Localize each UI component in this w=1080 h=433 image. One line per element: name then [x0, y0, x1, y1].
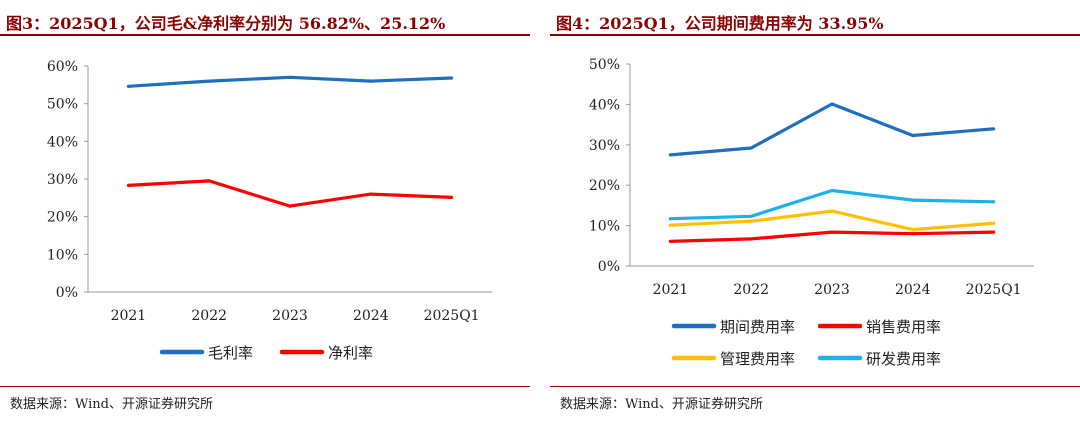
x-tick-label: 2022: [191, 308, 227, 324]
data-point: [830, 188, 834, 193]
y-tick-label: 10%: [589, 219, 620, 235]
data-point: [450, 195, 454, 199]
data-point: [450, 76, 454, 80]
legend-label: 毛利率: [208, 344, 253, 362]
x-tick-label: 2024: [353, 308, 389, 324]
y-tick-label: 60%: [47, 59, 78, 75]
source-divider: [0, 386, 530, 387]
data-point: [668, 217, 672, 221]
x-tick-label: 2023: [814, 282, 850, 298]
data-point: [369, 192, 373, 196]
chart-title: 图4：2025Q1，公司期间费用率为 33.95%: [556, 14, 884, 33]
x-tick-label: 2025Q1: [966, 282, 1022, 298]
data-point: [992, 127, 996, 131]
series-line-研发费用率: [670, 188, 994, 221]
data-point: [992, 200, 996, 204]
line-chart-expense-ratios: 0% 10% 20% 30% 40% 50% 2021 2022 2023 2024 2025Q1 期…: [589, 57, 1034, 368]
legend-label: 净利率: [328, 344, 373, 362]
data-point: [992, 221, 996, 225]
legend-label: 研发费用率: [866, 350, 941, 368]
data-point: [911, 232, 915, 236]
y-tick-label: 40%: [47, 134, 78, 150]
y-tick-label: 0%: [598, 259, 620, 275]
data-point: [668, 153, 672, 157]
x-tick-label: 2022: [733, 282, 769, 298]
series-line-管理费用率: [670, 209, 994, 232]
title-bar: 图3：2025Q1，公司毛&净利率分别为 56.82%、25.12%: [0, 4, 530, 36]
data-point: [911, 228, 915, 232]
series-line-净利率: [128, 179, 452, 208]
y-tick-label: 50%: [589, 57, 620, 73]
data-point: [830, 209, 834, 213]
data-source: 数据来源：Wind、开源证券研究所: [560, 397, 763, 412]
title-bar: 图4：2025Q1，公司期间费用率为 33.95%: [550, 4, 1080, 36]
data-point: [126, 183, 130, 188]
legend-label: 销售费用率: [866, 318, 941, 336]
legend-label: 管理费用率: [720, 350, 795, 368]
data-point: [288, 204, 292, 208]
series-line-期间费用率: [670, 102, 994, 157]
data-point: [126, 84, 130, 88]
x-tick-label: 2021: [653, 282, 689, 298]
x-tick-label: 2025Q1: [424, 308, 480, 324]
data-point: [911, 198, 915, 202]
chart-panel-left: 图3：2025Q1，公司毛&净利率分别为 56.82%、25.12% 0% 10%…: [0, 0, 530, 433]
data-point: [749, 219, 753, 223]
data-point: [668, 223, 672, 227]
data-point: [369, 79, 373, 83]
y-tick-label: 0%: [56, 285, 78, 301]
legend-label: 期间费用率: [720, 318, 795, 336]
data-point: [288, 75, 292, 79]
data-point: [749, 237, 753, 241]
y-tick-label: 20%: [47, 210, 78, 226]
data-point: [749, 146, 753, 150]
data-source: 数据来源：Wind、开源证券研究所: [10, 397, 213, 412]
y-tick-label: 50%: [47, 97, 78, 113]
x-tick-label: 2021: [111, 308, 147, 324]
y-tick-label: 30%: [47, 172, 78, 188]
chart-panel-right: 图4：2025Q1，公司期间费用率为 33.95% 0% 10% 20% 30% 40%…: [550, 0, 1080, 433]
data-point: [830, 102, 834, 106]
x-tick-label: 2024: [895, 282, 931, 298]
y-tick-label: 20%: [589, 178, 620, 194]
source-divider: [550, 386, 1080, 387]
data-point: [668, 239, 672, 243]
chart-title: 图3：2025Q1，公司毛&净利率分别为 56.82%、25.12%: [6, 14, 446, 33]
data-point: [830, 230, 834, 234]
y-tick-label: 30%: [589, 138, 620, 154]
data-point: [207, 79, 211, 83]
line-chart-margins: 0% 10% 20% 30% 40% 50% 60% 2021 2022 2023 2024 2025…: [47, 59, 492, 362]
y-tick-label: 10%: [47, 247, 78, 263]
data-point: [911, 133, 915, 138]
y-tick-label: 40%: [589, 97, 620, 113]
x-tick-label: 2023: [272, 308, 308, 324]
data-point: [992, 230, 996, 234]
data-point: [207, 179, 211, 183]
data-point: [749, 214, 753, 218]
